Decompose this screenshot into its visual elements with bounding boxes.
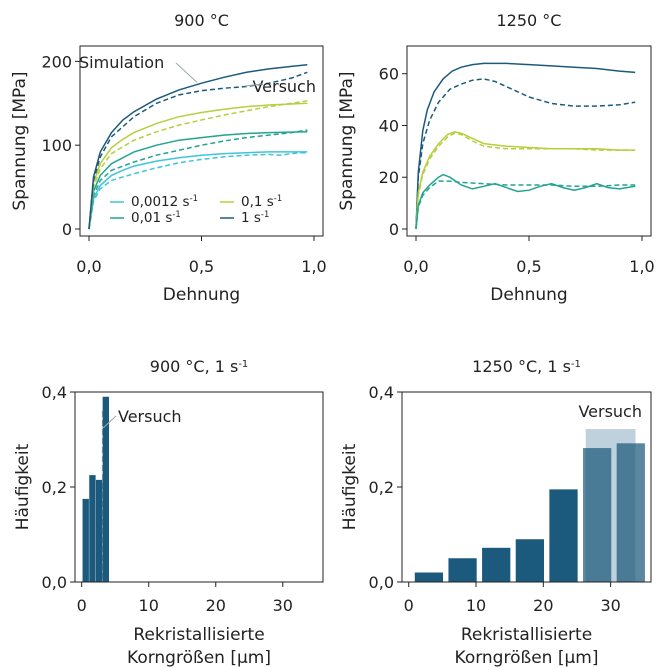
x-axis-label-line2: Korngrößen [µm]: [455, 648, 599, 667]
series-line-c3-dashed: [88, 100, 308, 230]
x-tick-label: 30: [600, 596, 620, 615]
series-line-c2-solid: [415, 173, 636, 230]
bar: [583, 448, 612, 582]
series-line-c3-solid: [88, 102, 308, 230]
x-axis-label-line1: Rekristallisierte: [461, 625, 592, 645]
unit-superscript: -1: [571, 359, 581, 370]
x-tick-label: 10: [139, 596, 159, 615]
unit-superscript: -1: [172, 209, 180, 219]
x-axis-label-line1: Rekristallisierte: [133, 625, 264, 645]
bar: [89, 475, 96, 582]
chart-title: 900 °C, 1 s-1: [150, 357, 248, 376]
x-tick-label: 30: [273, 596, 293, 615]
x-tick-label: 0,0: [403, 257, 428, 276]
series-line-c4-dashed: [88, 71, 308, 230]
bar: [82, 498, 89, 582]
bar: [515, 539, 544, 582]
series-line-c4-solid: [415, 62, 636, 230]
y-tick-label: 0,2: [42, 478, 67, 497]
y-axis-label: Spannung [MPa]: [10, 71, 30, 210]
y-tick-label: 0,4: [42, 383, 67, 402]
x-tick-label: 0: [77, 596, 87, 615]
x-tick-label: 0: [404, 596, 414, 615]
chart-title: 1250 °C, 1 s-1: [472, 357, 581, 376]
y-tick-label: 20: [379, 168, 399, 187]
x-axis-label: Dehnung: [490, 285, 567, 305]
series-line-c2-dashed: [88, 129, 308, 230]
legend-label: 1 s-1: [241, 209, 269, 226]
x-tick-label: 20: [533, 596, 553, 615]
chart-panel-4: 1250 °C, 1 s-1 0 10 20 30 0,0 0,2 0,4 Rekristall…: [340, 357, 652, 667]
legend-label: 0,1 s-1: [241, 193, 282, 210]
chart-panel-1: 900 °C 0,0 0,5 1,0 0 100 200 Dehnung Spannung [M…: [10, 11, 327, 305]
x-tick-label: 1,0: [301, 257, 326, 276]
unit-superscript: -1: [238, 359, 248, 370]
plot-frame: [406, 45, 652, 237]
x-tick-label: 0,5: [516, 257, 541, 276]
x-tick-label: 20: [206, 596, 226, 615]
y-tick-label: 200: [41, 52, 72, 71]
annotation-leader: [102, 415, 117, 429]
y-tick-label: 100: [41, 136, 72, 155]
annotation-simulation: Simulation: [79, 53, 164, 72]
unit-superscript: -1: [274, 193, 282, 203]
bar: [102, 396, 110, 582]
plot-frame: [79, 45, 324, 237]
series-line-c2-solid: [88, 131, 308, 230]
series-line-c1-dashed: [88, 151, 308, 230]
bar: [616, 443, 645, 582]
y-tick-label: 40: [379, 116, 399, 135]
y-axis-label: Häufigkeit: [13, 443, 33, 530]
series-line-c4-dashed: [415, 78, 636, 230]
bar: [448, 558, 477, 582]
annotation-leader: [175, 62, 198, 83]
series-line-c4-solid: [88, 63, 308, 230]
series-line-c3-solid: [415, 131, 636, 230]
series-line-c1-solid: [88, 151, 308, 230]
plot-frame: [74, 391, 324, 583]
y-tick-label: 0: [389, 220, 399, 239]
series-line-c3-dashed: [415, 132, 636, 230]
x-tick-label: 10: [466, 596, 486, 615]
x-tick-label: 0,5: [189, 257, 214, 276]
bar: [414, 572, 444, 582]
x-tick-label: 1,0: [629, 257, 654, 276]
y-tick-label: 0,2: [369, 478, 394, 497]
y-tick-label: 60: [379, 65, 399, 84]
chart-title: 1250 °C: [497, 11, 562, 30]
chart-title: 900 °C: [174, 11, 229, 30]
legend-label: 0,0012 s-1: [131, 193, 198, 210]
x-axis-label-line2: Korngrößen [µm]: [127, 648, 271, 667]
annotation-versuch: Versuch: [578, 402, 642, 421]
chart-panel-2: 1250 °C 0,0 0,5 1,0 0 20 40 60 Dehnung Spannung […: [337, 11, 655, 305]
x-tick-label: 0,0: [76, 257, 101, 276]
bar: [549, 489, 578, 582]
chart-panel-3: 900 °C, 1 s-1 0 10 20 30 0,0 0,2 0,4 Rekristalli…: [13, 357, 324, 667]
bar: [482, 547, 511, 582]
y-tick-label: 0,0: [42, 573, 67, 592]
y-tick-label: 0,4: [369, 383, 394, 402]
unit-superscript: -1: [190, 193, 198, 203]
annotation-versuch: Versuch: [252, 77, 316, 96]
bar: [95, 479, 103, 582]
y-tick-label: 0: [62, 220, 72, 239]
x-axis-label: Dehnung: [163, 285, 240, 305]
legend-label: 0,01 s-1: [131, 209, 181, 226]
unit-superscript: -1: [261, 209, 269, 219]
annotation-versuch: Versuch: [118, 407, 182, 426]
y-axis-label: Spannung [MPa]: [337, 71, 357, 210]
y-axis-label: Häufigkeit: [340, 443, 360, 530]
annotation-leader: [244, 83, 263, 87]
y-tick-label: 0,0: [369, 573, 394, 592]
series-line-c2-dashed: [415, 180, 636, 230]
